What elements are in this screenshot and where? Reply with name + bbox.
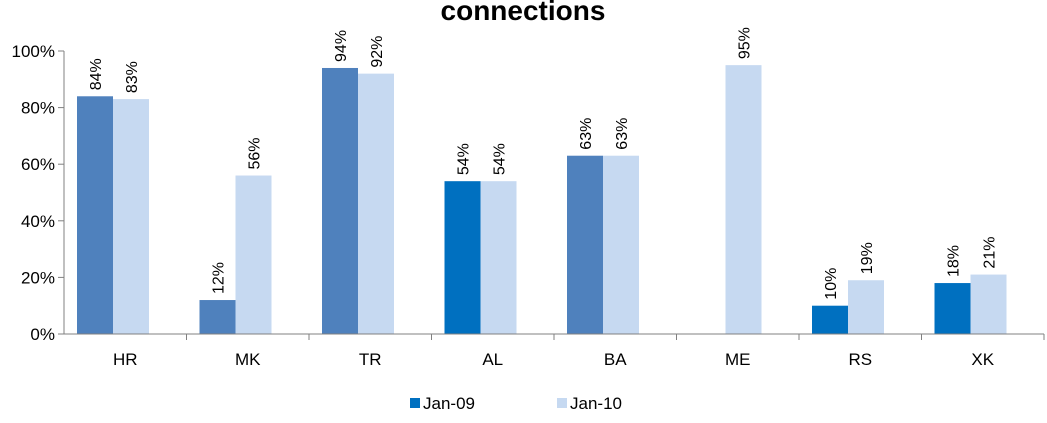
data-label-jan-09-mk: 12%	[211, 262, 228, 294]
x-tick-label-me: ME	[725, 350, 751, 369]
bar-jan-09-xk	[934, 283, 971, 334]
bar-jan-09-rs	[812, 305, 848, 334]
data-label-jan-09-al: 54%	[456, 143, 473, 175]
legend-swatch-jan-10	[557, 398, 567, 408]
x-tick-label-hr: HR	[113, 350, 138, 369]
data-label-jan-10-tr: 92%	[369, 36, 386, 68]
bar-jan-10-rs	[848, 280, 884, 334]
y-tick-label: 0%	[30, 325, 55, 344]
x-tick-label-ba: BA	[604, 350, 627, 369]
x-tick-label-al: AL	[482, 350, 503, 369]
bar-jan-10-tr	[358, 73, 394, 334]
data-label-jan-10-ba: 63%	[614, 118, 631, 150]
legend-swatch-jan-09	[410, 398, 420, 408]
y-tick-label: 100%	[12, 42, 55, 61]
y-tick-label: 80%	[21, 99, 55, 118]
data-label-jan-09-xk: 18%	[946, 245, 963, 277]
bar-jan-10-mk	[235, 175, 272, 334]
bar-jan-09-mk	[199, 300, 236, 334]
bar-jan-10-ba	[603, 155, 639, 334]
data-label-jan-10-al: 54%	[492, 143, 509, 175]
bar-jan-09-tr	[322, 67, 358, 334]
bar-jan-09-hr	[77, 96, 113, 334]
bar-jan-09-ba	[567, 155, 603, 334]
data-label-jan-10-rs: 19%	[859, 242, 876, 274]
y-tick-label: 40%	[21, 212, 55, 231]
x-tick-label-xk: XK	[971, 350, 994, 369]
data-label-jan-10-me: 95%	[737, 27, 754, 59]
x-tick-label-rs: RS	[848, 350, 872, 369]
data-label-jan-10-mk: 56%	[247, 137, 264, 169]
y-tick-label: 60%	[21, 155, 55, 174]
data-label-jan-10-xk: 21%	[982, 237, 999, 269]
chart-title: connections	[441, 0, 606, 26]
bar-jan-09-al	[444, 181, 481, 334]
x-tick-label-mk: MK	[235, 350, 261, 369]
data-label-jan-09-ba: 63%	[578, 118, 595, 150]
data-label-jan-09-hr: 84%	[88, 58, 105, 90]
bar-jan-10-hr	[113, 99, 149, 334]
legend-label-jan-09: Jan-09	[423, 394, 475, 413]
data-label-jan-09-rs: 10%	[823, 268, 840, 300]
bar-jan-10-xk	[970, 274, 1007, 334]
bar-jan-10-me	[725, 65, 762, 335]
data-label-jan-10-hr: 83%	[124, 61, 141, 93]
data-label-jan-09-tr: 94%	[333, 30, 350, 62]
y-tick-label: 20%	[21, 268, 55, 287]
legend-label-jan-10: Jan-10	[570, 394, 622, 413]
bar-jan-10-al	[480, 181, 517, 334]
x-tick-label-tr: TR	[359, 350, 382, 369]
